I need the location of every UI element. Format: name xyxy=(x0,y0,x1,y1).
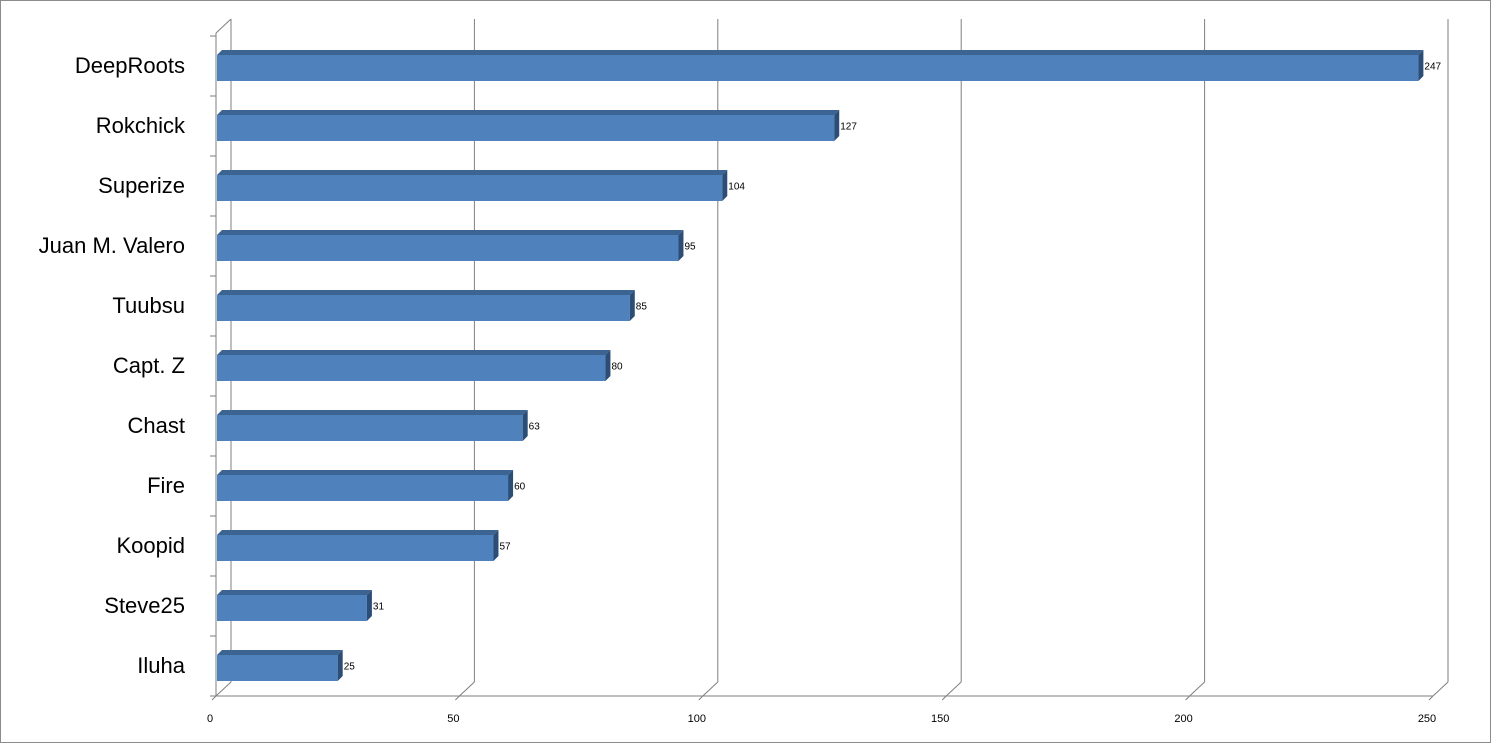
bar-top xyxy=(217,170,728,175)
x-tick-mark xyxy=(698,695,704,701)
data-label: 63 xyxy=(529,422,541,433)
data-label: 247 xyxy=(1424,62,1441,73)
data-label: 95 xyxy=(684,242,696,253)
bar xyxy=(217,170,728,201)
bar xyxy=(217,230,684,261)
floor-gridline xyxy=(1189,681,1205,697)
x-tick-mark xyxy=(211,695,217,701)
category-label: Capt. Z xyxy=(113,353,185,378)
category-labels: DeepRoots Rokchick Superize Juan M. Valero T… xyxy=(39,53,186,678)
bar-side xyxy=(834,110,840,141)
bar-front xyxy=(217,115,835,141)
bar-front xyxy=(217,655,338,681)
category-label: Steve25 xyxy=(104,593,185,618)
bar-front xyxy=(217,235,679,261)
floor-gridline xyxy=(1432,681,1449,697)
bar xyxy=(217,470,514,501)
x-tick-mark xyxy=(1185,695,1190,701)
category-label: DeepRoots xyxy=(75,53,185,78)
category-label: Juan M. Valero xyxy=(39,233,185,258)
data-labels: 247 127 104 95 85 80 63 60 57 31 25 xyxy=(344,62,1442,673)
bar-side xyxy=(508,470,514,501)
x-tick-labels: 0 50 100 150 200 250 xyxy=(207,713,1436,725)
bar xyxy=(217,110,840,141)
bar-side xyxy=(337,650,343,681)
axes xyxy=(210,18,1434,701)
bar-front xyxy=(217,475,509,501)
data-label: 127 xyxy=(840,122,857,133)
data-label: 31 xyxy=(373,602,385,613)
bar-side xyxy=(493,530,499,561)
floor-gridline xyxy=(459,681,475,697)
data-label: 25 xyxy=(344,662,356,673)
bar-top xyxy=(217,650,343,655)
bar-front xyxy=(217,175,723,201)
x-tick-mark xyxy=(455,695,460,701)
bar-side xyxy=(1418,50,1424,81)
data-label: 57 xyxy=(499,542,511,553)
bar-side xyxy=(722,170,728,201)
bar-top xyxy=(217,110,840,115)
x-tick-label: 250 xyxy=(1418,713,1436,725)
category-label: Fire xyxy=(147,473,185,498)
bar-front xyxy=(217,55,1419,81)
bar-front xyxy=(217,415,523,441)
category-label: Chast xyxy=(128,413,185,438)
y-axis-top-edge xyxy=(215,18,232,34)
data-label: 85 xyxy=(636,302,648,313)
floor-gridline xyxy=(945,681,962,697)
bars xyxy=(217,50,1424,681)
bar-top xyxy=(217,350,611,355)
bar-side xyxy=(605,350,611,381)
category-label: Koopid xyxy=(116,533,185,558)
x-tick-label: 100 xyxy=(688,713,706,725)
bar-top xyxy=(217,530,499,535)
floor-gridline xyxy=(215,681,232,697)
bar xyxy=(217,50,1424,81)
x-tick-mark xyxy=(1428,695,1434,701)
bar-side xyxy=(366,590,372,621)
bar-front xyxy=(217,595,367,621)
bar-side xyxy=(522,410,528,441)
bar-front xyxy=(217,535,494,561)
x-tick-mark xyxy=(941,695,947,701)
bar xyxy=(217,350,611,381)
x-tick-label: 200 xyxy=(1174,713,1192,725)
bar xyxy=(217,410,528,441)
bar xyxy=(217,530,499,561)
bar-front xyxy=(217,355,606,381)
bar-top xyxy=(217,470,514,475)
floor-gridline xyxy=(702,681,719,697)
bar-top xyxy=(217,410,528,415)
x-tick-label: 0 xyxy=(207,713,213,725)
bar xyxy=(217,590,372,621)
bar-top xyxy=(217,230,684,235)
bar xyxy=(217,290,635,321)
bar-side xyxy=(629,290,635,321)
bar-side xyxy=(678,230,684,261)
data-label: 80 xyxy=(611,362,623,373)
category-label: Iluha xyxy=(137,653,185,678)
category-label: Tuubsu xyxy=(112,293,185,318)
bar xyxy=(217,650,343,681)
x-tick-label: 150 xyxy=(931,713,949,725)
bar-top xyxy=(217,590,372,595)
x-tick-label: 50 xyxy=(447,713,459,725)
data-label: 60 xyxy=(514,482,526,493)
bar-top xyxy=(217,290,635,295)
category-label: Superize xyxy=(98,173,185,198)
bar-front xyxy=(217,295,630,321)
category-label: Rokchick xyxy=(96,113,186,138)
data-label: 104 xyxy=(728,182,745,193)
bar-top xyxy=(217,50,1424,55)
